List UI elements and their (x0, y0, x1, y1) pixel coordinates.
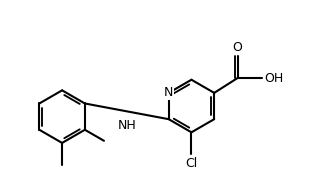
Text: O: O (233, 41, 242, 54)
Text: OH: OH (264, 71, 283, 84)
Text: N: N (164, 86, 173, 99)
Text: NH: NH (118, 119, 136, 132)
Text: Cl: Cl (185, 157, 198, 170)
